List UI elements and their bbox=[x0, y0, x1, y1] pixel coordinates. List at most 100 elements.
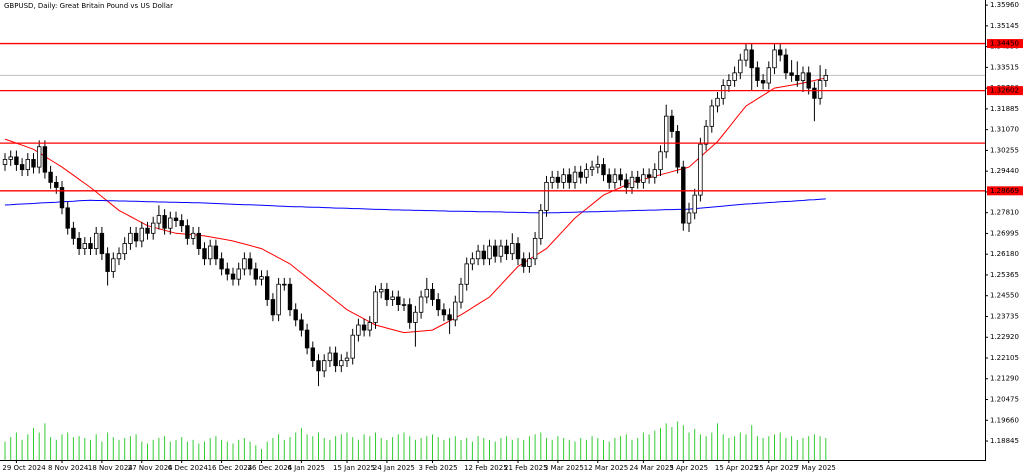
x-tick-label: 24 Mar 2025 bbox=[629, 464, 673, 472]
candle-body bbox=[418, 296, 424, 313]
candle-body bbox=[715, 97, 720, 107]
candle-body bbox=[276, 283, 281, 316]
candle-body bbox=[567, 174, 572, 183]
candle-body bbox=[760, 80, 766, 84]
candle-body bbox=[396, 296, 401, 306]
y-tick-label: 1.25365 bbox=[990, 271, 1019, 279]
candle-body bbox=[749, 49, 754, 69]
candle-body bbox=[413, 311, 418, 323]
candle-body bbox=[492, 245, 498, 257]
candle-body bbox=[373, 291, 378, 323]
candle-body bbox=[527, 258, 532, 267]
y-tick-label: 1.26995 bbox=[990, 229, 1019, 237]
candle-body bbox=[572, 171, 578, 183]
level-label-box bbox=[987, 39, 1023, 49]
candle-body bbox=[247, 258, 253, 270]
candle-body bbox=[76, 238, 82, 249]
candle-body bbox=[652, 169, 657, 178]
candle-body bbox=[732, 72, 737, 81]
candle-body bbox=[789, 72, 794, 76]
candle-body bbox=[2, 159, 8, 165]
candle-body bbox=[464, 263, 469, 285]
candle-body bbox=[453, 301, 458, 321]
candle-body bbox=[675, 131, 680, 168]
candle-body bbox=[162, 215, 167, 229]
candle-body bbox=[612, 174, 618, 183]
x-tick-label: 8 Nov 2024 bbox=[48, 464, 89, 472]
candle-body bbox=[664, 115, 669, 153]
candle-body bbox=[698, 143, 703, 196]
candle-body bbox=[111, 258, 116, 272]
candle-body bbox=[304, 329, 310, 349]
candle-body bbox=[692, 194, 697, 214]
candle-body bbox=[435, 299, 441, 311]
candle-body bbox=[795, 74, 800, 81]
candle-body bbox=[778, 49, 783, 56]
x-tick-label: 21 Feb 2025 bbox=[504, 464, 548, 472]
x-tick-label: 27 Nov 2024 bbox=[128, 464, 173, 472]
candle-body bbox=[128, 232, 133, 244]
y-tick-label: 1.27810 bbox=[990, 209, 1019, 217]
candle-body bbox=[333, 352, 338, 367]
candle-body bbox=[264, 276, 270, 300]
x-tick-label: 3 Apr 2025 bbox=[669, 464, 708, 472]
candle-body bbox=[401, 304, 407, 306]
candle-body bbox=[607, 174, 612, 183]
candle-body bbox=[219, 258, 224, 270]
candle-body bbox=[578, 171, 583, 178]
candle-body bbox=[259, 276, 264, 280]
candle-body bbox=[59, 187, 65, 209]
candle-body bbox=[738, 59, 743, 74]
candle-body bbox=[179, 220, 184, 227]
candle-body bbox=[253, 268, 258, 280]
candle-body bbox=[327, 352, 333, 362]
candle-body bbox=[743, 49, 749, 61]
candle-body bbox=[441, 309, 447, 316]
candle-body bbox=[658, 151, 663, 171]
candle-body bbox=[521, 258, 526, 267]
y-tick-label: 1.22105 bbox=[990, 354, 1019, 362]
y-tick-label: 1.26180 bbox=[990, 250, 1019, 258]
candle-body bbox=[350, 334, 355, 359]
y-tick-label: 1.35145 bbox=[990, 22, 1019, 30]
candle-body bbox=[287, 283, 293, 311]
candle-body bbox=[498, 245, 504, 257]
candle-body bbox=[99, 232, 105, 255]
candle-body bbox=[270, 299, 276, 316]
candle-body bbox=[230, 273, 236, 280]
x-tick-label: 12 Feb 2025 bbox=[464, 464, 508, 472]
candle-body bbox=[783, 54, 789, 74]
candle-body bbox=[544, 181, 549, 211]
candle-body bbox=[242, 258, 247, 270]
candle-body bbox=[800, 72, 806, 81]
candle-body bbox=[726, 80, 732, 86]
candle-body bbox=[48, 171, 53, 183]
candle-body bbox=[25, 159, 30, 171]
candle-body bbox=[31, 159, 36, 168]
candle-body bbox=[646, 174, 652, 178]
candle-body bbox=[150, 222, 156, 234]
candle-body bbox=[94, 232, 99, 249]
candle-body bbox=[424, 288, 429, 298]
candle-body bbox=[321, 360, 327, 372]
candle-body bbox=[772, 49, 777, 69]
y-tick-label: 1.30255 bbox=[990, 146, 1019, 154]
y-tick-label: 1.31070 bbox=[990, 126, 1019, 134]
level-label-box bbox=[987, 86, 1023, 96]
candle-body bbox=[19, 164, 25, 171]
candle-body bbox=[65, 207, 70, 229]
candle-body bbox=[475, 250, 481, 260]
candle-body bbox=[282, 283, 287, 286]
candle-body bbox=[105, 253, 110, 272]
x-tick-label: 24 Jan 2025 bbox=[373, 464, 415, 472]
candle-body bbox=[430, 288, 435, 300]
candle-body bbox=[447, 314, 452, 321]
candle-body bbox=[293, 309, 298, 321]
candle-body bbox=[806, 72, 811, 89]
level-label: 1.34450 bbox=[990, 40, 1019, 48]
candle-body bbox=[54, 181, 59, 188]
x-tick-label: 26 Dec 2024 bbox=[248, 464, 293, 472]
y-tick-label: 1.35960 bbox=[990, 1, 1019, 9]
candle-body bbox=[145, 227, 150, 234]
candle-body bbox=[755, 67, 760, 81]
